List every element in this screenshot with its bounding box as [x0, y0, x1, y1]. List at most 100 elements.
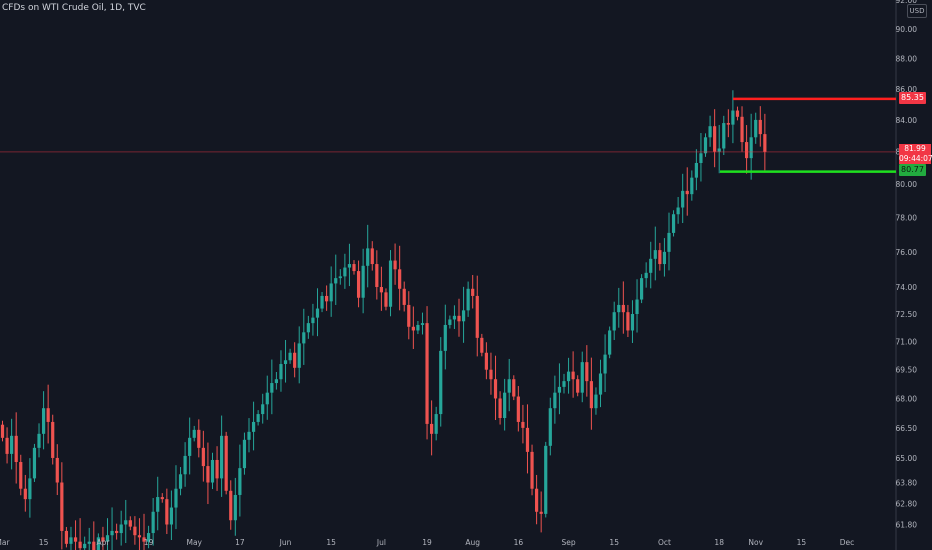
candle[interactable] — [722, 115, 726, 156]
candle[interactable] — [283, 339, 288, 383]
candle[interactable] — [443, 304, 447, 370]
candle[interactable] — [10, 418, 14, 470]
candle[interactable] — [201, 430, 205, 482]
candle[interactable] — [671, 210, 676, 237]
candle[interactable] — [717, 124, 721, 174]
candle[interactable] — [493, 355, 498, 420]
candle[interactable] — [356, 260, 361, 308]
candle[interactable] — [119, 510, 123, 546]
candle[interactable] — [261, 393, 265, 424]
candle[interactable] — [690, 170, 694, 201]
candle[interactable] — [594, 387, 598, 415]
candle[interactable] — [452, 305, 457, 329]
candle[interactable] — [603, 334, 607, 393]
candle[interactable] — [644, 262, 648, 288]
candle[interactable] — [617, 287, 621, 328]
candle[interactable] — [388, 250, 393, 317]
candle[interactable] — [653, 226, 657, 281]
candle[interactable] — [640, 274, 644, 304]
candle[interactable] — [740, 106, 744, 152]
candle[interactable] — [512, 375, 516, 401]
candle[interactable] — [46, 384, 50, 444]
candle[interactable] — [407, 291, 411, 340]
candle[interactable] — [329, 266, 333, 317]
candle[interactable] — [69, 526, 73, 550]
candle[interactable] — [580, 351, 584, 403]
candle[interactable] — [667, 212, 671, 271]
candle[interactable] — [279, 350, 283, 392]
candle[interactable] — [311, 303, 315, 336]
candle[interactable] — [224, 431, 228, 495]
candle[interactable] — [393, 243, 397, 285]
candle[interactable] — [713, 109, 717, 168]
candle[interactable] — [19, 454, 23, 496]
candle[interactable] — [41, 391, 46, 450]
candle[interactable] — [635, 279, 639, 333]
candle[interactable] — [55, 444, 59, 496]
candle[interactable] — [461, 286, 466, 343]
candle[interactable] — [662, 238, 667, 277]
candle[interactable] — [366, 224, 370, 288]
candle[interactable] — [608, 326, 612, 359]
candle[interactable] — [347, 243, 352, 287]
candle[interactable] — [402, 281, 406, 312]
candle[interactable] — [489, 352, 493, 395]
candle[interactable] — [338, 269, 342, 285]
candle[interactable] — [744, 125, 749, 174]
candle[interactable] — [188, 417, 192, 475]
candle[interactable] — [539, 491, 543, 533]
candle[interactable] — [557, 363, 562, 415]
candle[interactable] — [293, 342, 297, 378]
candle[interactable] — [612, 301, 616, 340]
candle[interactable] — [325, 285, 329, 311]
candle[interactable] — [274, 371, 278, 390]
candle[interactable] — [78, 518, 82, 550]
candle[interactable] — [137, 518, 142, 550]
candle[interactable] — [516, 386, 520, 432]
candle[interactable] — [681, 173, 685, 224]
candle[interactable] — [238, 444, 242, 517]
candle[interactable] — [544, 441, 548, 518]
candle[interactable] — [96, 533, 100, 550]
candle[interactable] — [658, 242, 662, 271]
candle[interactable] — [562, 373, 566, 394]
candle[interactable] — [535, 474, 539, 525]
candle[interactable] — [621, 281, 625, 334]
candle[interactable] — [23, 474, 27, 512]
candle[interactable] — [370, 241, 374, 271]
candle[interactable] — [598, 359, 603, 408]
currency-label[interactable]: USD — [907, 4, 927, 18]
candle[interactable] — [251, 401, 256, 451]
candle[interactable] — [156, 476, 160, 531]
candle[interactable] — [14, 412, 18, 484]
candle[interactable] — [571, 351, 575, 398]
candle[interactable] — [630, 300, 635, 343]
candle[interactable] — [160, 493, 164, 503]
candle[interactable] — [302, 308, 306, 365]
candle[interactable] — [484, 342, 488, 380]
candle[interactable] — [726, 109, 730, 138]
candle[interactable] — [343, 253, 347, 289]
candle[interactable] — [197, 419, 201, 458]
candle[interactable] — [694, 149, 698, 191]
candle[interactable] — [297, 326, 301, 384]
candle[interactable] — [553, 375, 557, 424]
candle[interactable] — [334, 254, 338, 305]
candle[interactable] — [703, 133, 708, 157]
candle[interactable] — [105, 518, 110, 550]
candle[interactable] — [206, 442, 210, 505]
candle[interactable] — [361, 248, 365, 314]
candle[interactable] — [101, 526, 105, 550]
candle[interactable] — [735, 106, 740, 121]
candle[interactable] — [416, 321, 420, 335]
candle[interactable] — [548, 397, 552, 456]
candle[interactable] — [183, 442, 187, 487]
candle[interactable] — [192, 425, 196, 442]
candle[interactable] — [566, 357, 571, 394]
candle[interactable] — [60, 462, 64, 550]
candle[interactable] — [169, 490, 174, 541]
candle[interactable] — [306, 315, 310, 339]
candle[interactable] — [210, 452, 215, 490]
candle[interactable] — [174, 465, 178, 530]
